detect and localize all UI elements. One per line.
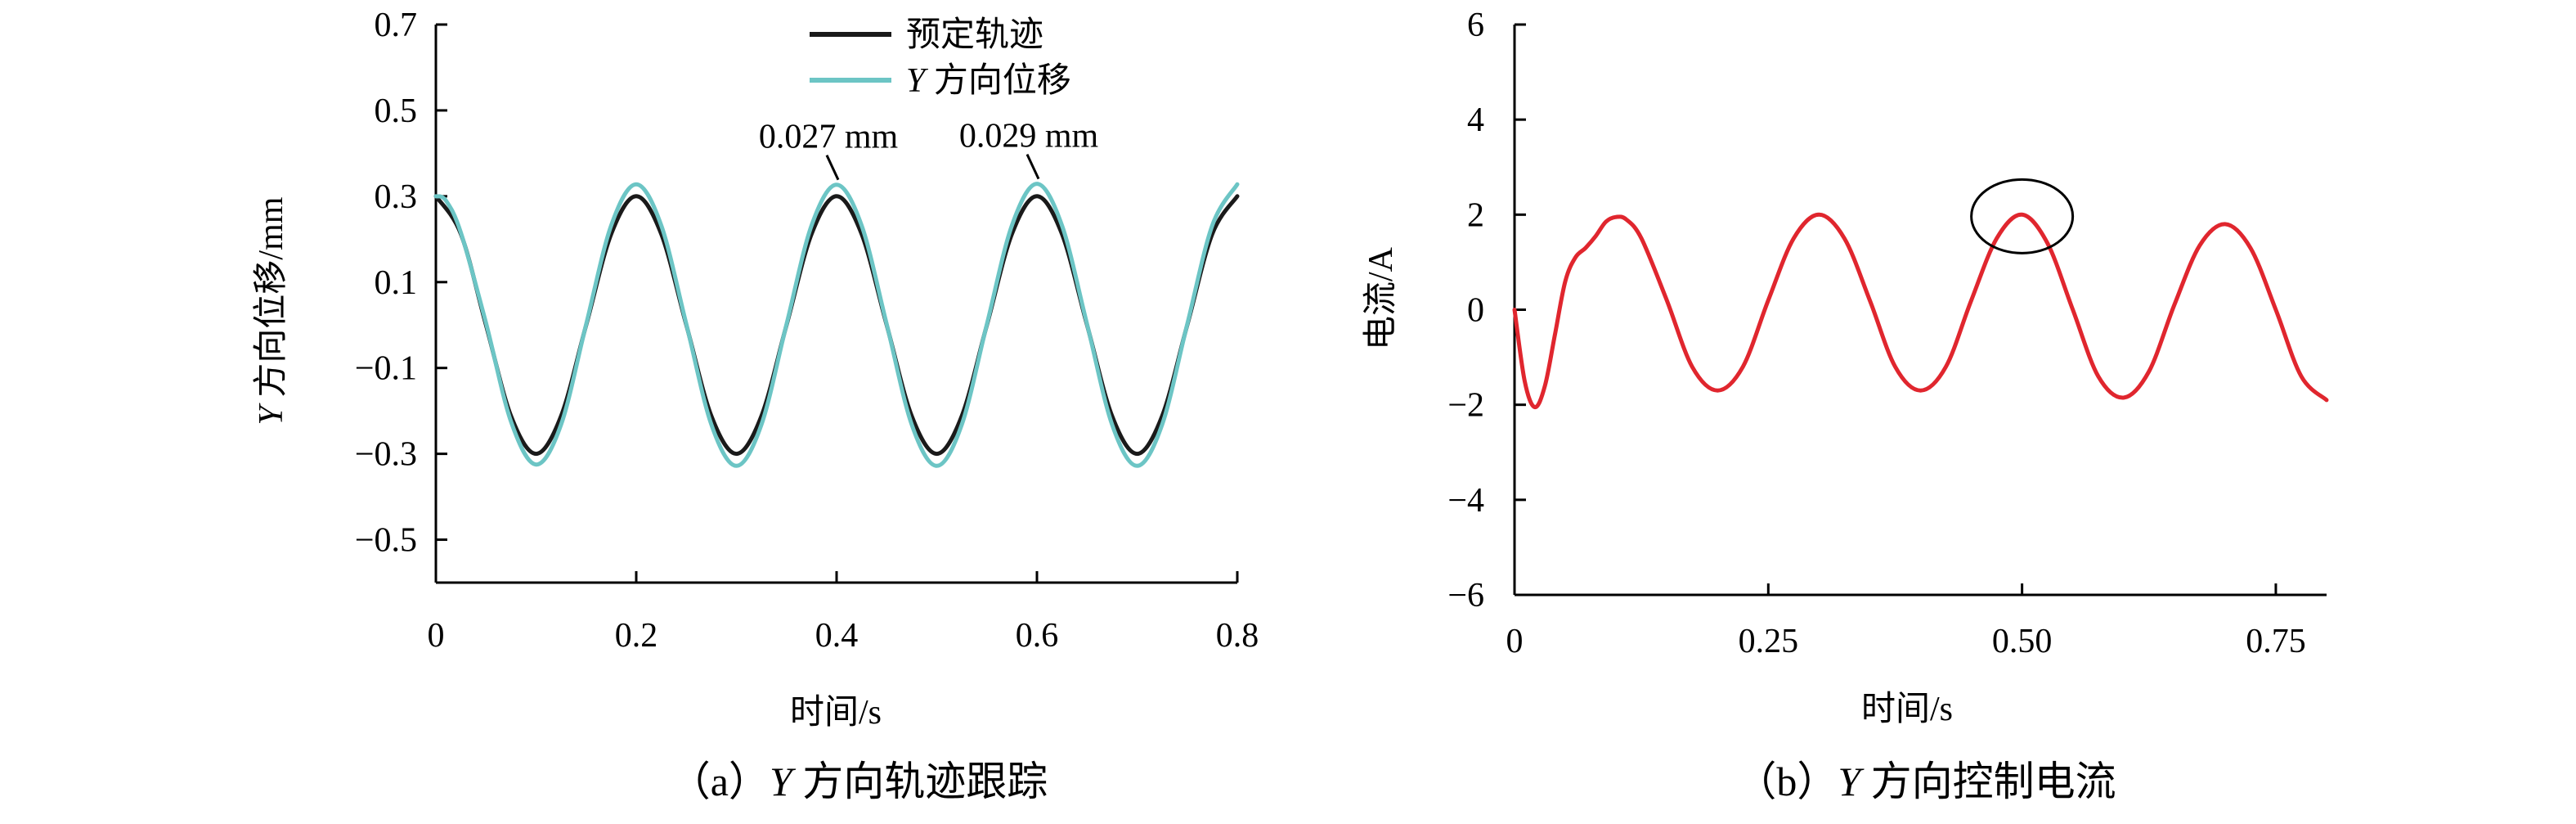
chart-b-caption-var: Y	[1838, 759, 1865, 804]
y-tick-label: −2	[1447, 387, 1484, 425]
y-tick-label: 0	[1467, 292, 1484, 330]
chart-a-caption-var: Y	[770, 759, 797, 804]
chart-b-y-ticks: 6 4 2 0 −2 −4 −6	[1447, 7, 1526, 615]
y-tick-label: −6	[1447, 577, 1484, 615]
legend-label-reference: 预定轨迹	[906, 16, 1043, 54]
annotation-label-1: 0.029 mm	[959, 118, 1099, 155]
y-tick-label: 2	[1467, 196, 1484, 234]
chart-b-caption: （b）Y 方向控制电流	[1735, 759, 2116, 804]
chart-a-y-ticks: 0.7 0.5 0.3 0.1 −0.1 −0.3 −0.5	[355, 7, 447, 560]
x-tick-label: 0	[1506, 623, 1524, 660]
chart-a-y-axis-title-var: Y	[253, 402, 290, 425]
chart-b: 6 4 2 0 −2 −4 −6 0 0.25 0.50 0.75 电流/A 时间/s （b）Y …	[1362, 7, 2329, 804]
chart-a-x-ticks: 0 0.2 0.4 0.6 0.8	[428, 571, 1259, 655]
annotation-leader-0	[825, 155, 840, 181]
series-line-0	[433, 194, 1240, 457]
legend-label-displacement-var: Y	[906, 62, 929, 100]
x-tick-label: 0.75	[2246, 623, 2306, 660]
chart-b-y-axis-title: 电流/A	[1362, 246, 1400, 350]
x-tick-label: 0.8	[1216, 617, 1259, 655]
x-tick-label: 0	[428, 617, 445, 655]
y-tick-label: 0.5	[375, 92, 418, 130]
y-tick-label: 6	[1467, 7, 1484, 44]
y-tick-label: 4	[1467, 101, 1484, 139]
chart-a-legend: 预定轨迹 Y 方向位移	[810, 16, 1071, 100]
y-tick-label: −0.5	[355, 522, 417, 560]
chart-b-axes	[1513, 25, 2327, 597]
chart-b-caption-prefix: （b）	[1735, 759, 1838, 804]
chart-a-axes	[434, 25, 1237, 584]
chart-a-x-axis-title: 时间/s	[790, 694, 882, 732]
highlight-ellipse	[1970, 178, 2075, 254]
chart-b-series	[1512, 212, 2329, 410]
x-tick-label: 0.4	[815, 617, 859, 655]
x-tick-label: 0.6	[1016, 617, 1059, 655]
chart-a-caption-text: 方向轨迹跟踪	[792, 759, 1048, 804]
chart-a-annotations: 0.027 mm 0.029 mm	[759, 118, 1099, 181]
annotation-label-0: 0.027 mm	[759, 119, 899, 156]
series-line-1	[433, 182, 1240, 468]
chart-a-series	[433, 182, 1240, 468]
x-tick-label: 0.50	[1992, 623, 2053, 660]
x-tick-label: 0.25	[1739, 623, 1799, 660]
legend-label-displacement: Y 方向位移	[906, 61, 1071, 100]
chart-b-caption-text: 方向控制电流	[1860, 759, 2116, 804]
legend-label-displacement-text: 方向位移	[925, 61, 1071, 100]
chart-a-caption-prefix: （a）	[670, 759, 770, 804]
y-tick-label: −4	[1447, 482, 1484, 520]
chart-a: 0.7 0.5 0.3 0.1 −0.1 −0.3 −0.5 0 0.2 0.4 0.6 0.8 0…	[252, 7, 1259, 804]
y-tick-label: −0.3	[355, 436, 417, 474]
y-tick-label: 0.3	[375, 178, 418, 216]
y-tick-label: −0.1	[355, 350, 417, 388]
chart-a-caption: （a）Y 方向轨迹跟踪	[670, 759, 1048, 804]
chart-b-x-ticks: 0 0.25 0.50 0.75	[1506, 583, 2306, 660]
chart-b-annotations	[1970, 178, 2075, 254]
y-tick-label: 0.1	[375, 264, 418, 302]
chart-a-y-axis-title-text: 方向位移/mm	[252, 196, 290, 406]
chart-b-x-axis-title: 时间/s	[1861, 691, 1953, 728]
series-line-0	[1512, 212, 2329, 410]
y-tick-label: 0.7	[375, 7, 418, 44]
annotation-leader-1	[1025, 153, 1040, 180]
x-tick-label: 0.2	[615, 617, 658, 655]
chart-a-y-axis-title: Y 方向位移/mm	[252, 196, 290, 425]
